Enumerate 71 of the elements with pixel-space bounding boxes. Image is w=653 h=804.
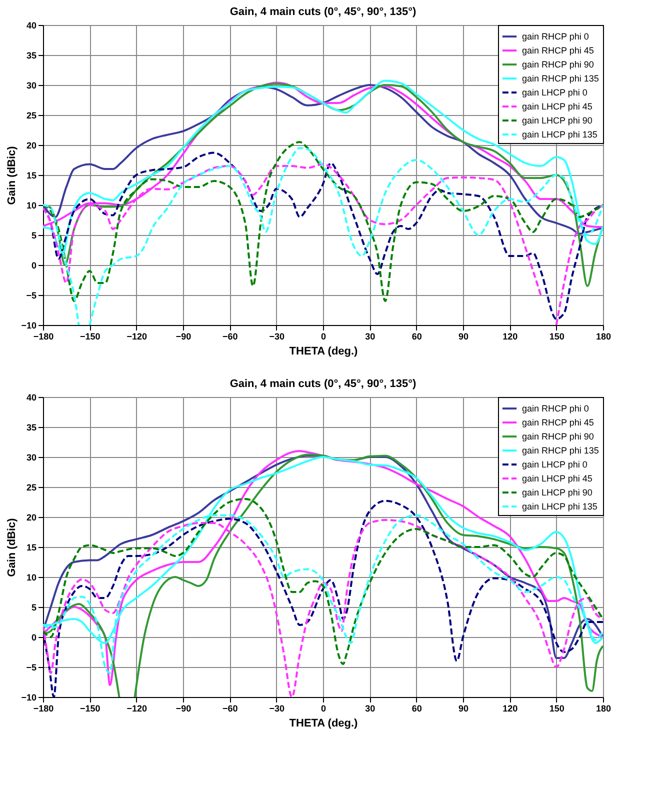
x-tick-label: −60 (222, 704, 238, 714)
x-tick-label: −180 (33, 332, 54, 342)
y-tick-label: 5 (31, 230, 36, 240)
y-tick-label: 10 (26, 200, 36, 210)
legend-label: gain RHCP phi 45 (522, 46, 594, 56)
y-tick-label: 20 (26, 140, 36, 150)
legend-label: gain LHCP phi 45 (522, 474, 592, 484)
y-tick-label: 0 (31, 632, 36, 642)
y-tick-label: 10 (26, 572, 36, 582)
y-tick-label: 30 (26, 80, 36, 90)
legend-label: gain LHCP phi 0 (522, 460, 588, 470)
x-tick-label: 150 (549, 332, 564, 342)
x-tick-label: −180 (33, 704, 54, 714)
x-tick-label: 60 (412, 332, 422, 342)
x-axis-title: THETA (deg.) (289, 718, 358, 730)
x-tick-label: −30 (269, 332, 284, 342)
legend-label: gain RHCP phi 90 (522, 60, 594, 70)
legend-label: gain LHCP phi 45 (522, 102, 592, 112)
x-tick-label: 180 (596, 332, 612, 342)
x-tick-label: −90 (176, 332, 192, 342)
x-tick-label: −30 (269, 704, 284, 714)
legend-label: gain RHCP phi 0 (522, 404, 589, 414)
y-tick-label: 15 (26, 542, 36, 552)
legend-label: gain RHCP phi 0 (522, 32, 589, 42)
x-tick-label: −150 (80, 704, 100, 714)
x-tick-label: 180 (596, 704, 612, 714)
y-tick-label: 0 (31, 260, 36, 270)
legend-label: gain RHCP phi 135 (522, 74, 599, 84)
y-tick-label: 15 (26, 170, 36, 180)
y-axis-title: Gain (dBic) (6, 146, 18, 205)
x-tick-label: 30 (365, 332, 376, 342)
y-axis-title: Gain (dBic) (6, 518, 18, 577)
y-tick-label: 20 (26, 512, 36, 522)
x-tick-label: 90 (458, 704, 469, 714)
legend-label: gain RHCP phi 135 (522, 446, 599, 456)
y-tick-label: 5 (31, 602, 36, 612)
y-tick-label: 30 (26, 452, 36, 462)
x-tick-label: 0 (320, 704, 326, 714)
y-tick-label: −5 (26, 662, 36, 672)
y-tick-label: 25 (26, 110, 36, 120)
x-tick-label: 90 (458, 332, 469, 342)
y-tick-label: 40 (26, 392, 36, 402)
x-tick-label: −90 (176, 704, 192, 714)
legend-label: gain LHCP phi 90 (522, 116, 592, 126)
legend-label: gain LHCP phi 135 (522, 502, 598, 512)
y-tick-label: −10 (21, 692, 36, 702)
chart-title: Gain, 4 main cuts (0°, 45°, 90°, 135°) (230, 6, 417, 18)
y-tick-label: 35 (26, 50, 36, 60)
x-tick-label: −60 (222, 332, 238, 342)
x-tick-label: 150 (549, 704, 564, 714)
x-axis-title: THETA (deg.) (289, 346, 358, 358)
x-tick-label: −120 (126, 704, 147, 714)
y-tick-label: 35 (26, 422, 36, 432)
x-tick-label: −150 (80, 332, 100, 342)
x-tick-label: −120 (126, 332, 147, 342)
legend-label: gain RHCP phi 45 (522, 418, 594, 428)
legend-label: gain LHCP phi 135 (522, 130, 598, 140)
x-tick-label: 0 (320, 332, 326, 342)
y-tick-label: −10 (21, 320, 36, 330)
line-series (43, 141, 603, 302)
x-tick-label: 30 (365, 704, 376, 714)
y-tick-label: −5 (26, 290, 36, 300)
x-tick-label: 120 (502, 332, 518, 342)
legend-label: gain RHCP phi 90 (522, 432, 594, 442)
legend-label: gain LHCP phi 0 (522, 88, 588, 98)
legend-label: gain LHCP phi 90 (522, 488, 592, 498)
x-tick-label: 120 (502, 704, 518, 714)
y-tick-label: 40 (26, 20, 36, 30)
x-tick-label: 60 (412, 704, 422, 714)
chart-title: Gain, 4 main cuts (0°, 45°, 90°, 135°) (230, 378, 417, 390)
y-tick-label: 25 (26, 482, 36, 492)
